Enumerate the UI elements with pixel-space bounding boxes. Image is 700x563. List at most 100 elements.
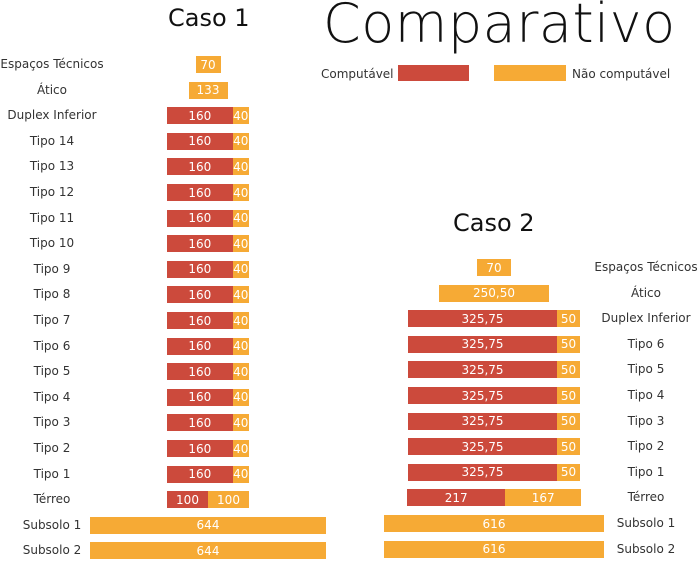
row-label: Tipo 11 <box>29 210 75 225</box>
stacked-bar: 217 167 <box>407 489 581 507</box>
stacked-bar: 160 40 <box>167 363 249 381</box>
stacked-bar: 160 40 <box>167 184 249 201</box>
bar-segment-computavel: 160 <box>167 107 233 125</box>
bar-segment-nao-computavel: 40 <box>232 312 249 329</box>
bar-segment-computavel: 160 <box>167 388 233 406</box>
bar-segment-nao-computavel: 40 <box>232 465 249 483</box>
bar-segment-nao-computavel: 40 <box>232 440 249 457</box>
row-label: Tipo 3 <box>627 413 665 428</box>
bar-segment-computavel: 325,75 <box>408 310 558 328</box>
row-label: Tipo 4 <box>33 389 71 404</box>
bar-segment-nao-computavel: 644 <box>90 516 326 534</box>
row-label: Tipo 6 <box>627 336 665 351</box>
chart-title: Comparativo <box>323 0 676 55</box>
row-label: Ático <box>631 285 661 300</box>
stacked-bar: 325,75 50 <box>408 412 580 430</box>
stacked-bar: 100 100 <box>167 491 249 509</box>
bar-segment-nao-computavel: 50 <box>557 387 580 404</box>
bar-segment-computavel: 160 <box>167 286 233 304</box>
bar-segment-nao-computavel: 50 <box>557 335 580 353</box>
row-label: Tipo 3 <box>33 415 71 430</box>
bar-segment-nao-computavel: 50 <box>557 361 580 379</box>
row-label: Subsolo 1 <box>616 516 676 530</box>
row-label: Tipo 12 <box>29 185 75 199</box>
stacked-bar: 325,75 50 <box>408 463 580 481</box>
bar-segment-nao-computavel: 40 <box>232 235 249 253</box>
row-label: Tipo 7 <box>33 313 71 327</box>
bar-segment-nao-computavel: 50 <box>557 438 580 456</box>
stacked-bar: 160 40 <box>167 260 249 278</box>
bar-segment-computavel: 160 <box>167 337 233 355</box>
row-label: Subsolo 1 <box>22 517 82 532</box>
bar-segment-nao-computavel: 250,50 <box>439 284 549 302</box>
bar-segment-computavel: 100 <box>167 491 208 509</box>
stacked-bar: 133 <box>188 81 228 99</box>
bar-segment-computavel: 160 <box>167 235 233 253</box>
row-label: Espaços Técnicos <box>594 260 698 274</box>
stacked-bar: 70 <box>195 56 221 73</box>
row-label: Subsolo 2 <box>616 541 676 556</box>
row-label: Tipo 5 <box>33 364 71 379</box>
stacked-bar: 160 40 <box>167 465 249 483</box>
legend-nao-computavel-swatch <box>494 65 566 81</box>
bar-segment-nao-computavel: 40 <box>232 388 249 406</box>
bar-segment-computavel: 325,75 <box>408 412 558 430</box>
stacked-bar: 160 40 <box>167 286 249 304</box>
row-label: Tipo 9 <box>33 261 71 276</box>
row-label: Tipo 1 <box>627 464 665 479</box>
bar-segment-computavel: 160 <box>167 132 233 150</box>
bar-segment-nao-computavel: 616 <box>384 515 604 532</box>
bar-segment-computavel: 325,75 <box>408 335 558 353</box>
stacked-bar: 160 40 <box>167 312 249 329</box>
bar-segment-nao-computavel: 50 <box>557 463 580 481</box>
bar-segment-nao-computavel: 40 <box>232 414 249 432</box>
row-label: Ático <box>37 82 67 97</box>
row-label: Tipo 2 <box>627 439 665 454</box>
row-label: Tipo 13 <box>29 159 75 174</box>
bar-segment-computavel: 160 <box>167 465 233 483</box>
row-label: Tipo 4 <box>627 388 665 402</box>
stacked-bar: 325,75 50 <box>408 310 580 328</box>
bar-segment-computavel: 217 <box>407 489 506 507</box>
row-label: Térreo <box>627 490 665 505</box>
stacked-bar: 160 40 <box>167 414 249 432</box>
stacked-bar: 644 <box>90 516 326 534</box>
row-label: Tipo 5 <box>627 362 665 377</box>
bar-segment-computavel: 160 <box>167 209 233 227</box>
bar-segment-nao-computavel: 50 <box>557 310 580 328</box>
stacked-bar: 250,50 <box>439 284 549 302</box>
bar-segment-nao-computavel: 133 <box>188 81 228 99</box>
bar-segment-computavel: 325,75 <box>408 361 558 379</box>
row-label: Espaços Técnicos <box>0 57 104 71</box>
bar-segment-nao-computavel: 70 <box>195 56 221 73</box>
bar-segment-computavel: 160 <box>167 260 233 278</box>
legend-computavel-swatch <box>398 65 469 81</box>
bar-segment-nao-computavel: 40 <box>232 209 249 227</box>
stacked-bar: 616 <box>384 515 604 532</box>
bar-segment-nao-computavel: 40 <box>232 184 249 201</box>
legend-computavel-label: Computável <box>321 67 394 81</box>
bar-segment-nao-computavel: 167 <box>505 489 581 507</box>
stacked-bar: 160 40 <box>167 132 249 150</box>
row-label: Tipo 6 <box>33 338 71 353</box>
bar-segment-nao-computavel: 70 <box>477 259 511 276</box>
bar-segment-computavel: 325,75 <box>408 387 558 404</box>
bar-segment-nao-computavel: 40 <box>232 363 249 381</box>
bar-segment-nao-computavel: 40 <box>232 107 249 125</box>
stacked-bar: 160 40 <box>167 235 249 253</box>
row-label: Tipo 1 <box>33 466 71 481</box>
bar-segment-nao-computavel: 40 <box>232 260 249 278</box>
stacked-bar: 160 40 <box>167 337 249 355</box>
legend-nao-computavel-label: Não computável <box>572 67 671 81</box>
stacked-bar: 160 40 <box>167 107 249 125</box>
stacked-bar: 160 40 <box>167 388 249 406</box>
bar-segment-nao-computavel: 100 <box>208 491 249 509</box>
row-label: Duplex Inferior <box>7 108 97 123</box>
bar-segment-computavel: 160 <box>167 184 233 201</box>
bar-segment-nao-computavel: 40 <box>232 286 249 304</box>
bar-segment-nao-computavel: 40 <box>232 132 249 150</box>
bar-segment-computavel: 160 <box>167 363 233 381</box>
row-label: Duplex Inferior <box>601 311 691 326</box>
stacked-bar: 325,75 50 <box>408 361 580 379</box>
stacked-bar: 325,75 50 <box>408 438 580 456</box>
